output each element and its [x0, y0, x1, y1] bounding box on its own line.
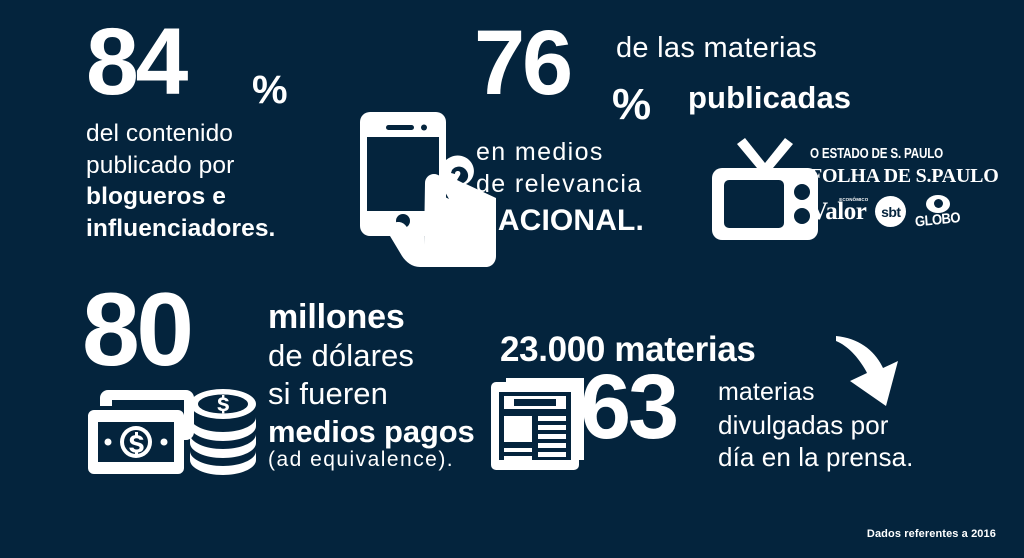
logo-sbt: sbt: [875, 196, 907, 227]
sub-line-2: de relevancia: [476, 170, 643, 198]
sub-line-3: NACIONAL.: [476, 204, 645, 237]
logo-folha-de-s-paulo: FOLHA DE S.PAULO: [810, 164, 999, 187]
logo-valor-economico: ECONÔMICO Valor: [810, 197, 869, 225]
stat-block-bloggers: 84 % del contenido publicado por bloguer…: [78, 15, 496, 267]
headline-bottom: publicadas: [688, 80, 852, 115]
description-line-2: publicado por: [86, 151, 235, 179]
stat-description: del contenido publicado por blogueros e …: [86, 118, 275, 244]
television-icon: [712, 138, 818, 240]
stat-block-press-coverage: 23.000 materias 63 materias divulgadas p…: [482, 328, 962, 493]
media-logos-group: O ESTADO DE S. PAULO FOLHA DE S.PAULO EC…: [810, 144, 999, 256]
money-bills-and-coins-icon: [88, 389, 256, 475]
newspaper-icon: [491, 378, 584, 470]
description-line-1: del contenido: [86, 120, 234, 147]
description-line-2: de dólares: [268, 338, 415, 373]
description-line-3: si fueren: [268, 376, 389, 411]
percent-symbol: %: [612, 80, 651, 129]
description-line-2: divulgadas por: [718, 410, 889, 440]
logo-o-estado-de-s-paulo: O ESTADO DE S. PAULO: [810, 144, 944, 162]
percent-symbol: %: [252, 68, 288, 112]
description-line-1: materias: [718, 378, 815, 406]
logo-globo-wordmark: GLOBO: [914, 208, 961, 230]
headline-top: de las materias: [616, 32, 817, 64]
stat-number-84: 84: [86, 9, 188, 115]
smartphone-in-hand-icon: [360, 112, 496, 267]
stat-number-80: 80: [82, 272, 194, 388]
logo-row-bottom: ECONÔMICO Valor sbt GLOBO: [810, 194, 975, 230]
description-line-3: día en la prensa.: [718, 442, 914, 472]
sub-line-1: en medios: [476, 138, 604, 166]
description-line-4: influenciadores.: [86, 214, 276, 242]
stat-number-76: 76: [474, 12, 573, 114]
press-headline: 23.000 materias: [500, 330, 756, 369]
description-line-1: millones: [268, 298, 405, 336]
description-line-4: medios pagos: [268, 414, 475, 449]
description-line-5: (ad equivalence).: [268, 448, 455, 471]
stat-block-ad-equivalence: 80 millones de dólares si fueren medios …: [78, 272, 508, 488]
logo-valor-wordmark: Valor: [810, 198, 867, 225]
stat-number-63: 63: [580, 356, 679, 458]
footer-note: Dados referentes a 2016: [866, 528, 996, 540]
stat-block-national-media: 76 % de las materias publicadas en medio…: [470, 12, 999, 258]
logo-valor-kicker: ECONÔMICO: [839, 197, 869, 202]
globo-eye-icon: [926, 194, 951, 213]
stat-number-group: 84 %: [86, 15, 288, 113]
curved-down-arrow-icon: [836, 336, 898, 406]
logo-globo: GLOBO: [914, 194, 961, 230]
description-line-3: blogueros e: [86, 183, 226, 210]
